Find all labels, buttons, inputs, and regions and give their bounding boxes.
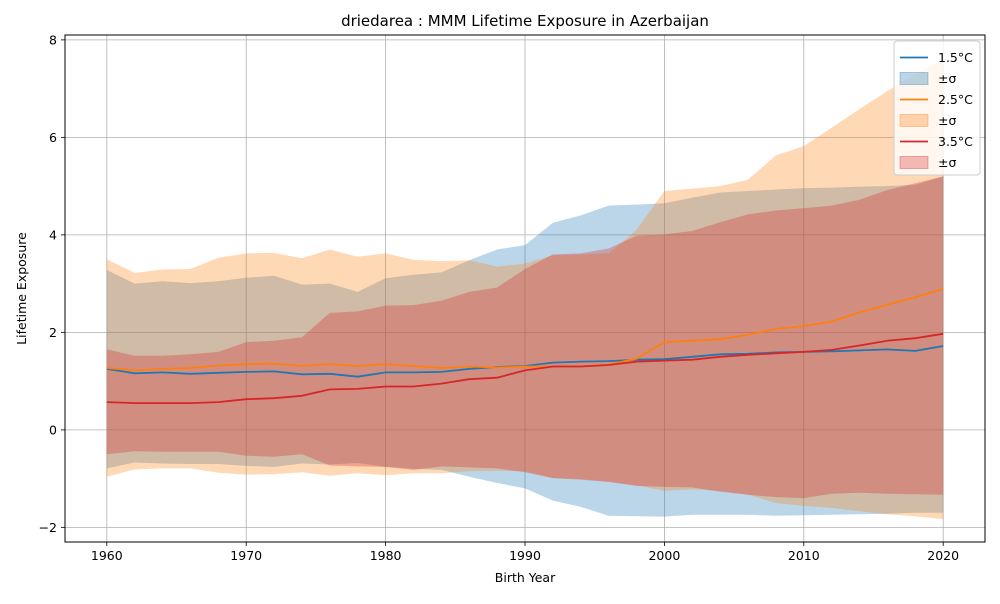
legend-band-2-swatch xyxy=(899,156,929,169)
legend-line-2-label: 3.5°C xyxy=(938,134,973,149)
band-series-0 xyxy=(106,176,944,517)
x-tick-label: 1980 xyxy=(370,548,402,563)
legend-line-0-label: 1.5°C xyxy=(938,50,973,65)
x-axis-label: Birth Year xyxy=(495,570,556,585)
y-tick-label: 6 xyxy=(49,130,57,145)
legend-band-0-swatch xyxy=(899,72,929,85)
x-tick-label: 1960 xyxy=(91,548,123,563)
series-lines xyxy=(106,288,944,405)
y-tick-label: 0 xyxy=(49,422,57,437)
legend-band-1-swatch xyxy=(899,114,929,127)
x-tick-label: 2000 xyxy=(648,548,680,563)
grid xyxy=(65,35,985,542)
band-series-1 xyxy=(106,59,944,520)
x-tick-label: 1990 xyxy=(509,548,541,563)
y-tick-label: 8 xyxy=(49,32,57,47)
legend-band-1-label: ±σ xyxy=(938,113,956,128)
x-tick-label: 2010 xyxy=(788,548,820,563)
x-tick-label: 2020 xyxy=(927,548,959,563)
axis-ticks: 1960 1970 1980 1990 2000 2010 2020 −2 0 2 4 6 8 xyxy=(39,32,960,563)
band-series-2 xyxy=(106,176,944,499)
x-tick-label: 1970 xyxy=(230,548,262,563)
legend-band-0-label: ±σ xyxy=(938,71,956,86)
y-axis-label: Lifetime Exposure xyxy=(14,232,29,345)
line-series-2 xyxy=(106,332,944,405)
chart-title: driedarea : MMM Lifetime Exposure in Aze… xyxy=(341,12,709,30)
std-bands xyxy=(106,59,944,520)
y-tick-label: 2 xyxy=(49,325,57,340)
line-series-1 xyxy=(106,288,944,372)
y-tick-label: −2 xyxy=(39,520,57,535)
y-tick-label: 4 xyxy=(49,227,57,242)
legend: 1.5°C ±σ 2.5°C ±σ 3.5°C ±σ xyxy=(893,40,981,176)
legend-band-2-label: ±σ xyxy=(938,155,956,170)
legend-line-1-label: 2.5°C xyxy=(938,92,973,107)
